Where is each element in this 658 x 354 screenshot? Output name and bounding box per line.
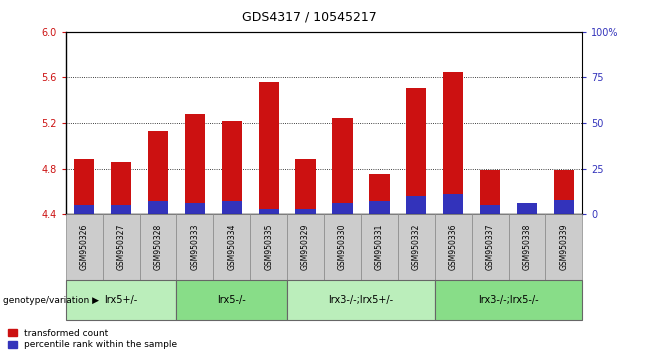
Text: genotype/variation ▶: genotype/variation ▶ [3,296,99,304]
Text: GSM950334: GSM950334 [227,224,236,270]
Bar [406,196,426,214]
Bar [472,214,509,280]
Bar [509,214,545,280]
Bar [111,205,132,214]
Text: lrx5+/-: lrx5+/- [105,295,138,305]
Text: GSM950337: GSM950337 [486,224,495,270]
Text: GSM950326: GSM950326 [80,224,89,270]
Bar [517,203,537,214]
Bar [332,203,353,214]
Bar [443,194,463,214]
Text: lrx3-/-;lrx5-/-: lrx3-/-;lrx5-/- [478,295,539,305]
Bar [554,200,574,214]
Bar [332,119,353,214]
Text: GSM950328: GSM950328 [153,224,163,270]
Text: GSM950331: GSM950331 [375,224,384,270]
Bar [148,131,168,214]
Text: GSM950333: GSM950333 [190,224,199,270]
Text: lrx5-/-: lrx5-/- [217,295,246,305]
Text: GSM950330: GSM950330 [338,224,347,270]
Bar [185,203,205,214]
Bar [295,159,316,214]
Bar [398,214,435,280]
Bar [435,280,582,320]
Text: GSM950336: GSM950336 [449,224,458,270]
Bar [287,280,435,320]
Text: GSM950338: GSM950338 [522,224,532,270]
Bar [250,214,287,280]
Text: GSM950335: GSM950335 [265,224,273,270]
Bar [324,214,361,280]
Bar [435,214,472,280]
Bar [259,82,279,214]
Bar [103,214,139,280]
Bar [176,214,213,280]
Bar [480,170,500,214]
Bar [66,214,103,280]
Bar [185,114,205,214]
Bar [74,159,94,214]
Bar [443,72,463,214]
Bar [222,121,242,214]
Bar [517,203,537,214]
Bar [369,201,390,214]
Bar [111,162,132,214]
Text: GSM950327: GSM950327 [116,224,126,270]
Bar [361,214,398,280]
Text: GSM950329: GSM950329 [301,224,310,270]
Bar [148,201,168,214]
Bar [139,214,176,280]
Bar [480,205,500,214]
Bar [369,174,390,214]
Bar [287,214,324,280]
Bar [176,280,287,320]
Text: GSM950339: GSM950339 [559,224,569,270]
Bar [295,209,316,214]
Bar [554,170,574,214]
Text: GDS4317 / 10545217: GDS4317 / 10545217 [242,11,376,24]
Bar [74,205,94,214]
Bar [545,214,582,280]
Bar [259,209,279,214]
Text: lrx3-/-;lrx5+/-: lrx3-/-;lrx5+/- [328,295,393,305]
Legend: transformed count, percentile rank within the sample: transformed count, percentile rank withi… [8,329,177,349]
Bar [213,214,250,280]
Bar [406,88,426,214]
Bar [222,201,242,214]
Bar [66,280,176,320]
Text: GSM950332: GSM950332 [412,224,421,270]
